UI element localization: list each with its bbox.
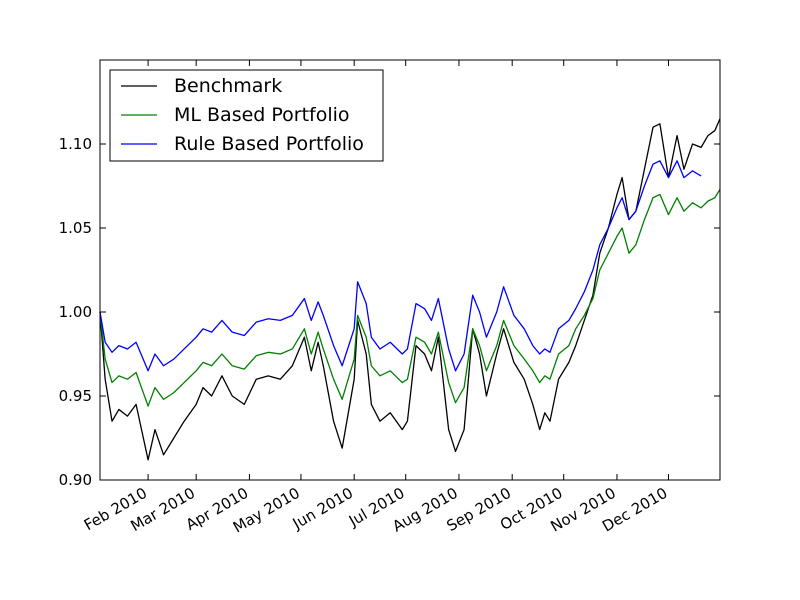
y-tick-label: 1.00 [59,303,92,321]
y-axis: 0.90 0.95 1.00 1.05 1.10 [59,135,720,489]
plot-frame [99,59,721,481]
legend: Benchmark ML Based Portfolio Rule Based Po… [109,69,384,162]
legend-label: Rule Based Portfolio [174,133,364,155]
y-tick-label: 1.05 [59,219,92,237]
series-layer [99,118,721,461]
series-line-2 [99,189,721,407]
series-line-1 [99,118,721,461]
legend-label: ML Based Portfolio [174,104,350,126]
series-line-3 [99,160,702,372]
y-tick-label: 0.90 [59,471,92,489]
y-tick-label: 0.95 [59,387,92,405]
legend-label: Benchmark [174,75,282,97]
y-tick-label: 1.10 [59,135,92,153]
